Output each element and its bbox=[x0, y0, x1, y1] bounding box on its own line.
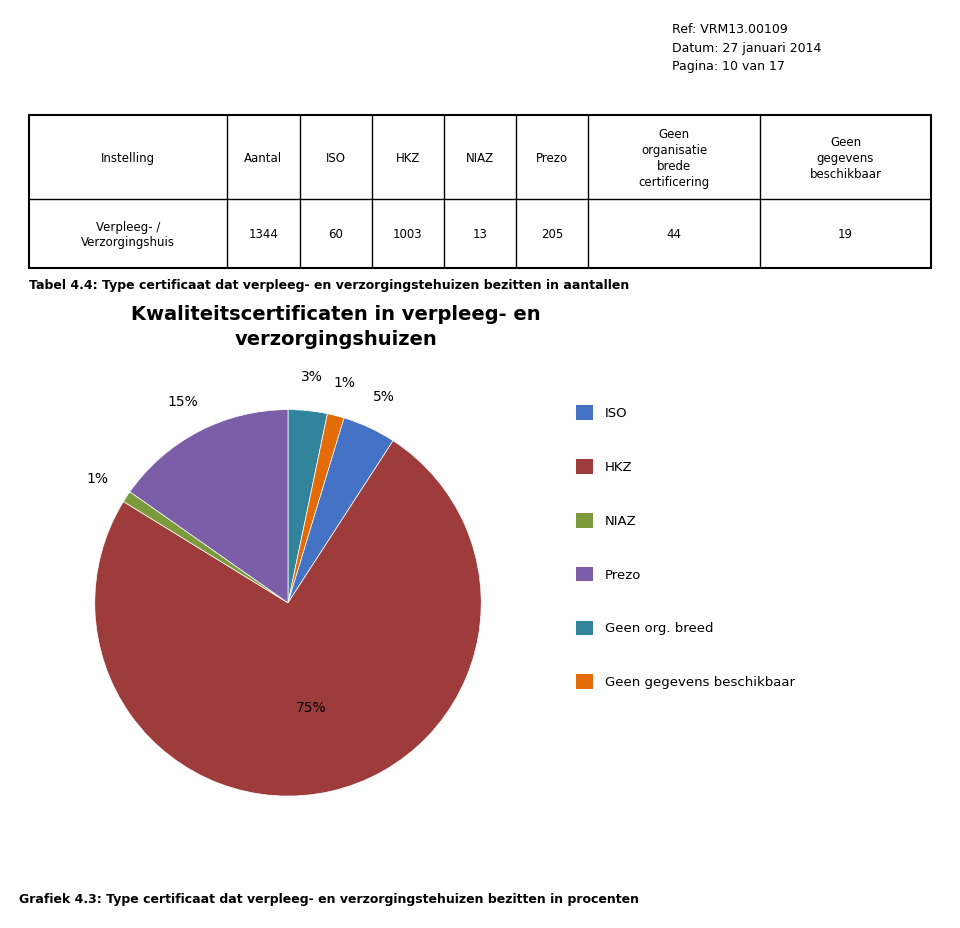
Text: 44: 44 bbox=[666, 228, 682, 241]
Text: HKZ: HKZ bbox=[605, 460, 633, 473]
Text: 205: 205 bbox=[541, 228, 564, 241]
Text: 5%: 5% bbox=[373, 390, 395, 404]
Text: 1%: 1% bbox=[86, 471, 108, 485]
Text: Prezo: Prezo bbox=[605, 568, 641, 581]
Wedge shape bbox=[288, 414, 344, 603]
Text: Grafiek 4.3: Type certificaat dat verpleeg- en verzorgingstehuizen bezitten in p: Grafiek 4.3: Type certificaat dat verple… bbox=[19, 892, 639, 905]
Text: Verpleeg- /
Verzorgingshuis: Verpleeg- / Verzorgingshuis bbox=[81, 221, 175, 249]
Text: Kwaliteitscertificaten in verpleeg- en
verzorgingshuizen: Kwaliteitscertificaten in verpleeg- en v… bbox=[132, 304, 540, 348]
Text: Instelling: Instelling bbox=[101, 151, 156, 164]
Text: Geen org. breed: Geen org. breed bbox=[605, 622, 713, 635]
Text: Datum: 27 januari 2014: Datum: 27 januari 2014 bbox=[672, 42, 822, 55]
Text: 1003: 1003 bbox=[393, 228, 422, 241]
Text: NIAZ: NIAZ bbox=[466, 151, 494, 164]
Text: Prezo: Prezo bbox=[536, 151, 568, 164]
Wedge shape bbox=[124, 492, 288, 603]
Text: HKZ: HKZ bbox=[396, 151, 420, 164]
Text: ISO: ISO bbox=[325, 151, 346, 164]
Text: Geen gegevens beschikbaar: Geen gegevens beschikbaar bbox=[605, 676, 795, 689]
Text: Ref: VRM13.00109: Ref: VRM13.00109 bbox=[672, 23, 788, 36]
Text: NIAZ: NIAZ bbox=[605, 514, 636, 527]
Text: 60: 60 bbox=[328, 228, 343, 241]
Wedge shape bbox=[288, 419, 393, 603]
Text: Aantal: Aantal bbox=[245, 151, 282, 164]
Text: 13: 13 bbox=[472, 228, 488, 241]
Text: 19: 19 bbox=[838, 228, 853, 241]
Text: 3%: 3% bbox=[300, 369, 323, 383]
Wedge shape bbox=[288, 410, 327, 603]
Text: ISO: ISO bbox=[605, 406, 628, 419]
Wedge shape bbox=[130, 410, 288, 603]
Wedge shape bbox=[95, 441, 481, 796]
Text: 1%: 1% bbox=[333, 376, 355, 390]
Text: Geen
gegevens
beschikbaar: Geen gegevens beschikbaar bbox=[809, 135, 881, 181]
Text: Tabel 4.4: Type certificaat dat verpleeg- en verzorgingstehuizen bezitten in aan: Tabel 4.4: Type certificaat dat verpleeg… bbox=[29, 278, 629, 291]
Text: Geen
organisatie
brede
certificering: Geen organisatie brede certificering bbox=[638, 128, 709, 188]
Text: 1344: 1344 bbox=[249, 228, 278, 241]
Text: 15%: 15% bbox=[167, 394, 199, 408]
Text: 75%: 75% bbox=[296, 700, 326, 714]
Text: Pagina: 10 van 17: Pagina: 10 van 17 bbox=[672, 60, 785, 73]
Text: RPS: RPS bbox=[44, 30, 119, 63]
